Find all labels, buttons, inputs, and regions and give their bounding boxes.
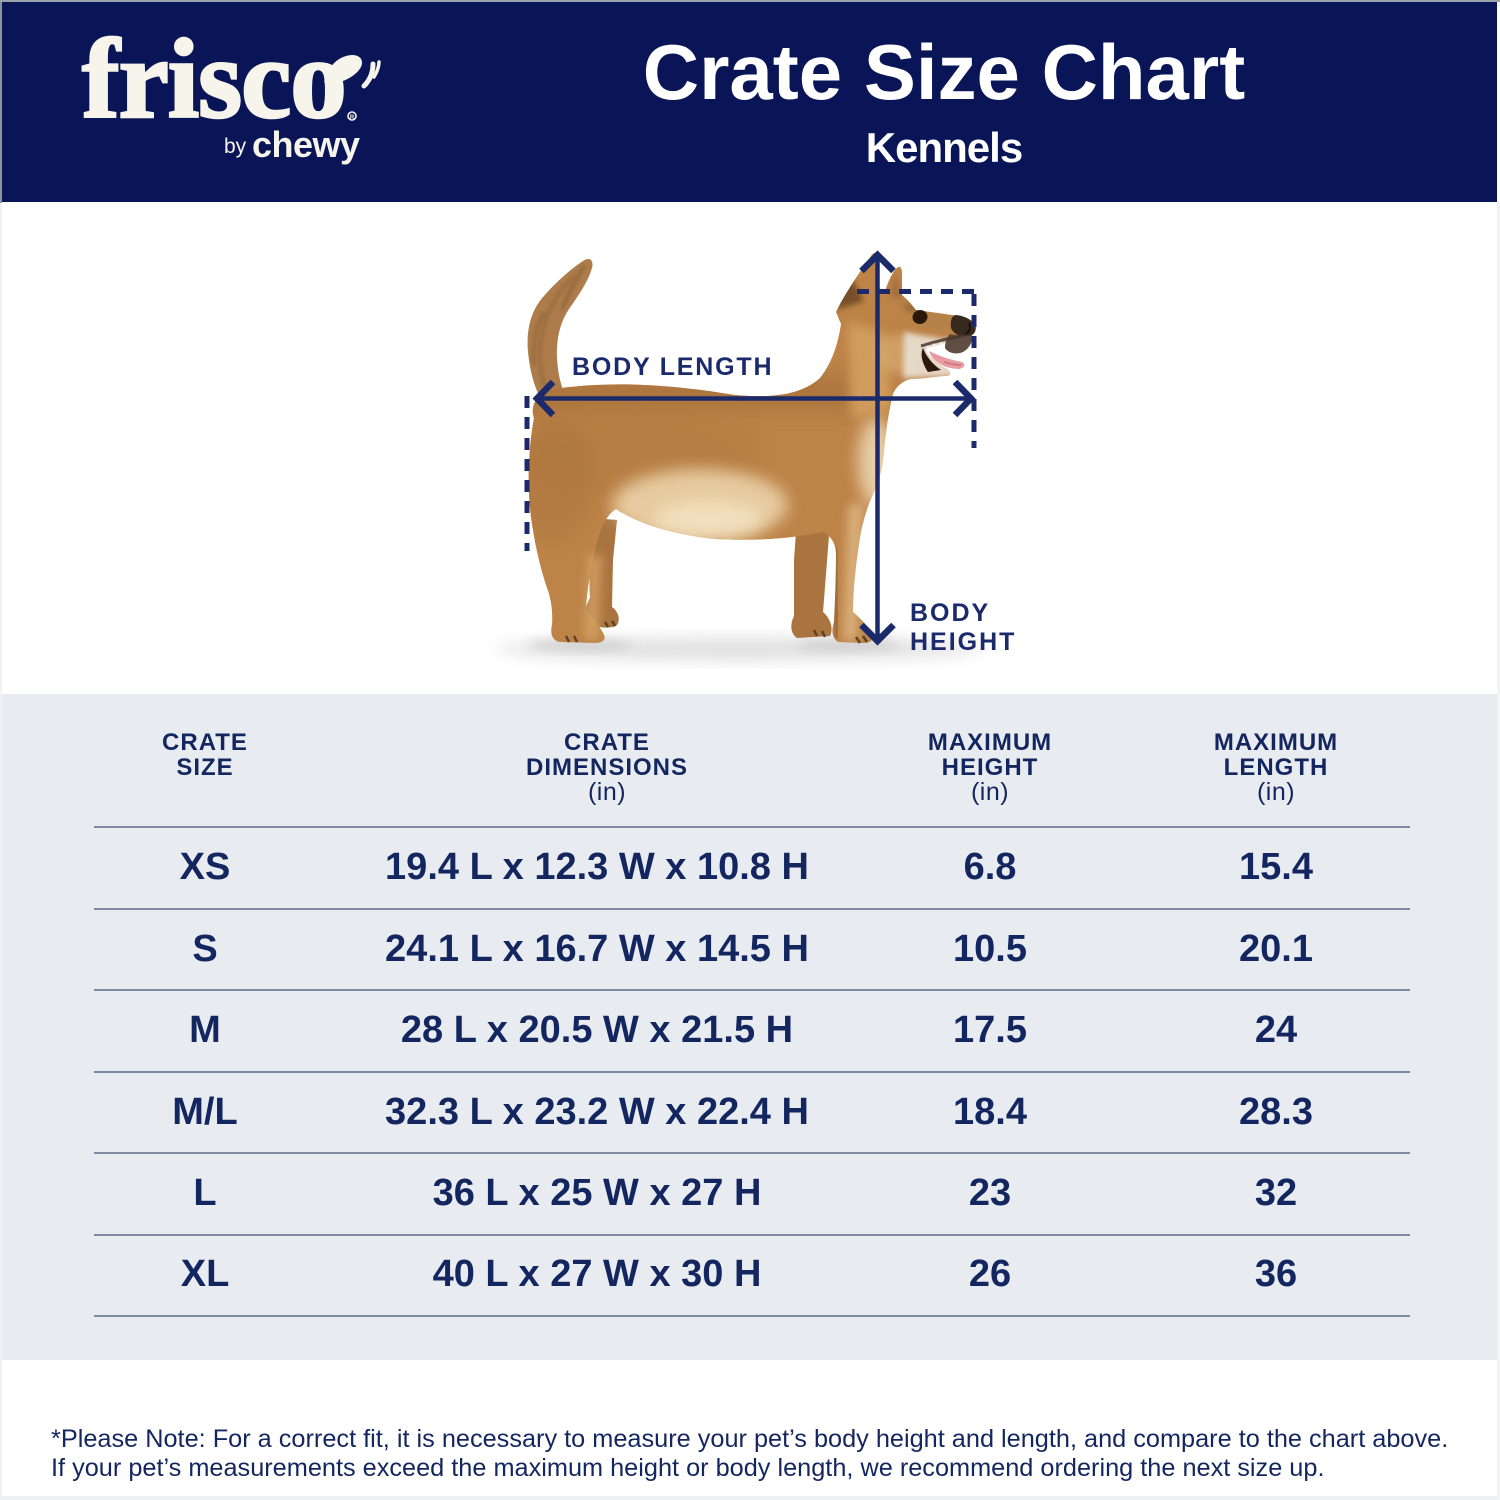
svg-text:BODY: BODY	[910, 599, 990, 627]
svg-text:chewy: chewy	[252, 124, 360, 165]
svg-text:HEIGHT: HEIGHT	[910, 628, 1016, 656]
svg-text:R: R	[350, 115, 355, 121]
svg-text:by: by	[224, 135, 247, 158]
svg-text:BODY LENGTH: BODY LENGTH	[572, 353, 773, 381]
svg-text:frisco: frisco	[82, 26, 346, 142]
